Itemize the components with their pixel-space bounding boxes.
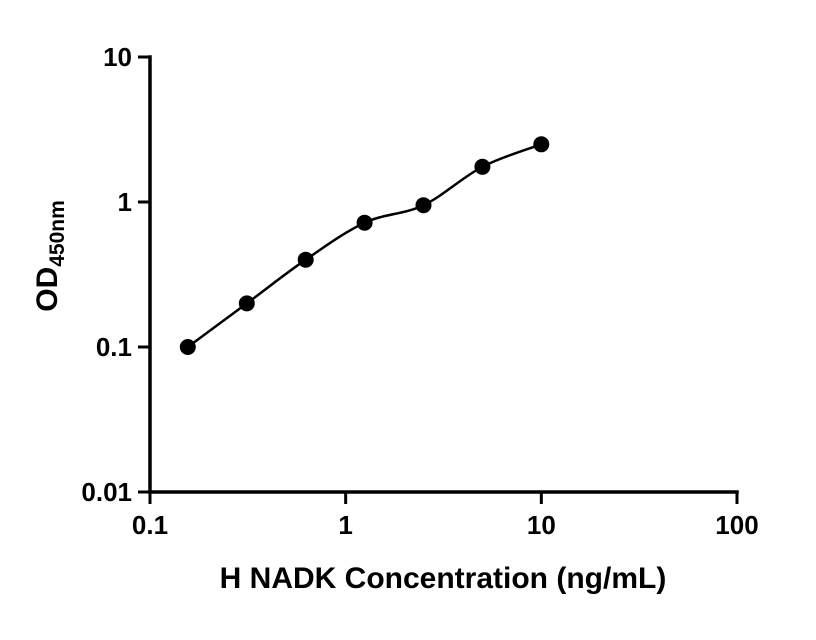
y-axis-tick-label: 10 (103, 42, 132, 72)
y-axis-tick-label: 1 (118, 187, 132, 217)
data-point (533, 136, 550, 153)
x-axis-title: H NADK Concentration (ng/mL) (220, 562, 667, 595)
data-point (474, 158, 491, 175)
y-axis-title-subscript: 450nm (46, 200, 69, 267)
y-axis-tick-label: 0.1 (96, 332, 132, 362)
y-axis-title: OD450nm (31, 200, 69, 312)
data-point (415, 197, 432, 214)
fit-curve (187, 143, 542, 349)
fit-curve-group (187, 143, 542, 349)
data-point (297, 251, 314, 268)
x-axis-tick-label: 10 (527, 510, 556, 540)
x-axis-tick-label: 100 (715, 510, 758, 540)
data-point (238, 295, 255, 312)
y-axis-tick-label: 0.01 (81, 477, 132, 507)
data-points-group (179, 136, 550, 355)
x-axis-tick-label: 1 (338, 510, 352, 540)
data-point (356, 214, 373, 231)
x-axis-tick-label: 0.1 (132, 510, 168, 540)
data-point (179, 339, 196, 355)
y-axis-title-main: OD (31, 267, 64, 312)
